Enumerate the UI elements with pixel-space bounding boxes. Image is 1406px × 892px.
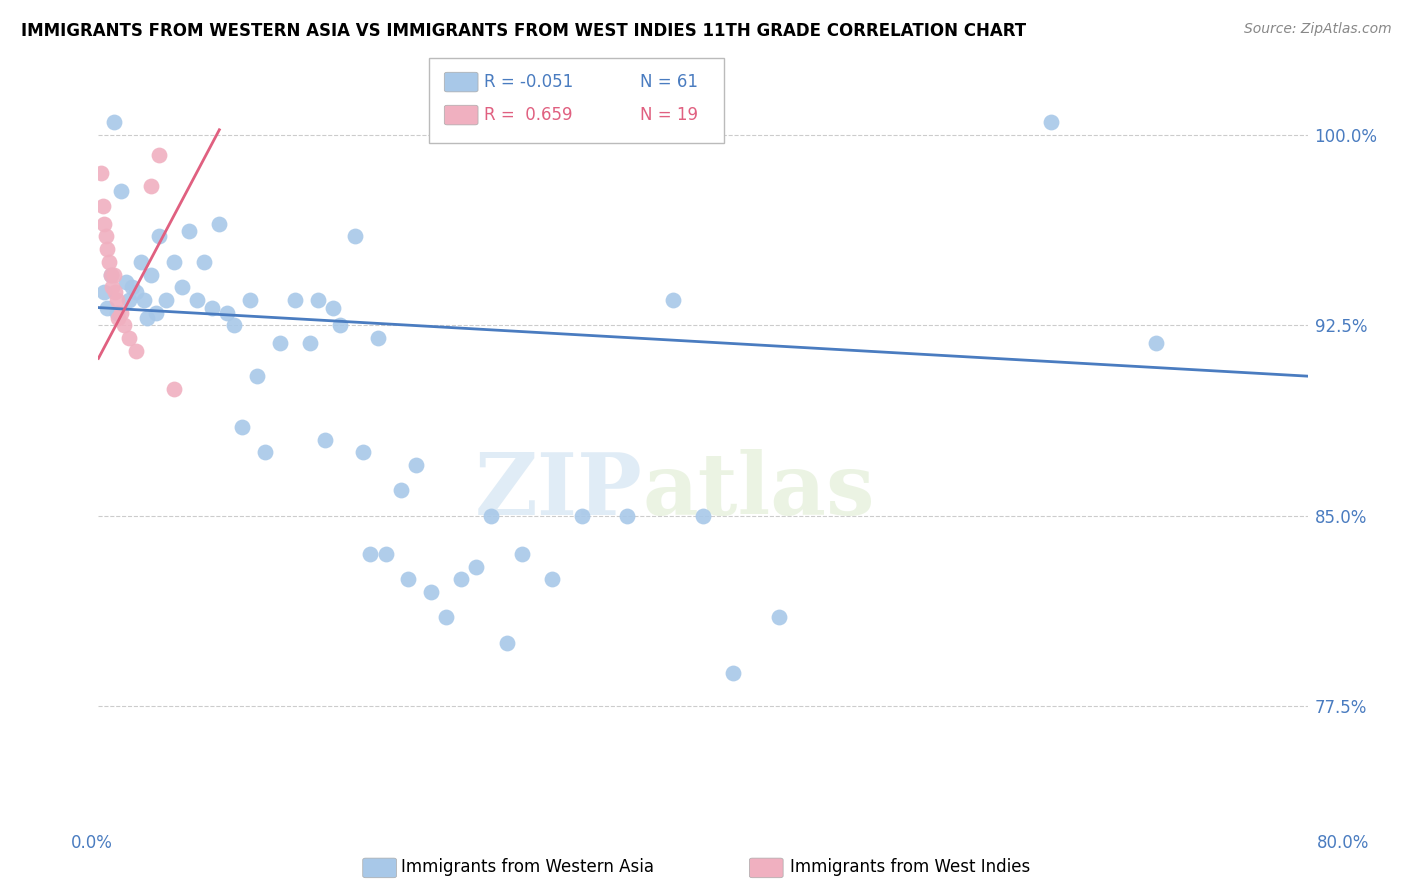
Point bbox=[110, 306, 132, 320]
Point bbox=[768, 610, 790, 624]
Point bbox=[105, 293, 128, 307]
Text: Source: ZipAtlas.com: Source: ZipAtlas.com bbox=[1244, 22, 1392, 37]
Point bbox=[148, 229, 170, 244]
Point bbox=[239, 293, 262, 307]
Point bbox=[112, 318, 135, 333]
Point bbox=[104, 285, 127, 300]
Point bbox=[1146, 336, 1168, 351]
Point bbox=[193, 255, 215, 269]
Point bbox=[91, 199, 114, 213]
Point bbox=[284, 293, 307, 307]
Point bbox=[374, 547, 396, 561]
Point bbox=[96, 301, 118, 315]
Point bbox=[186, 293, 208, 307]
Text: Immigrants from West Indies: Immigrants from West Indies bbox=[790, 858, 1031, 876]
Point bbox=[322, 301, 344, 315]
Point bbox=[93, 217, 115, 231]
Point bbox=[125, 285, 148, 300]
Point bbox=[224, 318, 246, 333]
Point bbox=[155, 293, 177, 307]
Text: N = 19: N = 19 bbox=[640, 106, 697, 124]
Point bbox=[495, 636, 517, 650]
Point bbox=[94, 229, 117, 244]
Point bbox=[307, 293, 329, 307]
Point bbox=[141, 268, 163, 282]
Point bbox=[450, 572, 472, 586]
Text: N = 61: N = 61 bbox=[640, 73, 697, 91]
Point bbox=[129, 255, 152, 269]
Point bbox=[96, 242, 118, 256]
Point bbox=[692, 508, 714, 523]
Point bbox=[100, 268, 122, 282]
Point bbox=[118, 331, 141, 345]
Point bbox=[420, 585, 443, 599]
Point bbox=[329, 318, 352, 333]
Point bbox=[231, 420, 253, 434]
Text: ZIP: ZIP bbox=[475, 449, 643, 533]
Text: R =  0.659: R = 0.659 bbox=[484, 106, 572, 124]
Point bbox=[148, 148, 170, 162]
Point bbox=[110, 184, 132, 198]
Point bbox=[105, 306, 128, 320]
Point bbox=[571, 508, 593, 523]
Point bbox=[107, 310, 129, 325]
Point bbox=[661, 293, 683, 307]
Point bbox=[396, 572, 419, 586]
Point bbox=[163, 255, 186, 269]
Point bbox=[405, 458, 427, 472]
Point bbox=[141, 178, 163, 193]
Point bbox=[1039, 115, 1062, 129]
Point bbox=[135, 310, 157, 325]
Text: Immigrants from Western Asia: Immigrants from Western Asia bbox=[401, 858, 654, 876]
Point bbox=[352, 445, 374, 459]
Point bbox=[114, 275, 136, 289]
Point bbox=[103, 268, 125, 282]
Point bbox=[314, 433, 336, 447]
Point bbox=[100, 268, 122, 282]
Point bbox=[389, 483, 412, 498]
Point bbox=[360, 547, 382, 561]
Point bbox=[215, 306, 238, 320]
Point bbox=[125, 343, 148, 358]
Point bbox=[118, 293, 141, 307]
Point bbox=[269, 336, 291, 351]
Point bbox=[132, 293, 155, 307]
Point bbox=[93, 285, 115, 300]
Point bbox=[103, 115, 125, 129]
Point bbox=[179, 224, 201, 238]
Point bbox=[163, 382, 186, 396]
Point bbox=[299, 336, 322, 351]
Point bbox=[540, 572, 562, 586]
Text: R = -0.051: R = -0.051 bbox=[484, 73, 572, 91]
Point bbox=[367, 331, 389, 345]
Text: atlas: atlas bbox=[643, 449, 875, 533]
Point bbox=[723, 666, 745, 681]
Point bbox=[208, 217, 231, 231]
Point bbox=[145, 306, 167, 320]
Point bbox=[121, 280, 143, 294]
Point bbox=[101, 280, 124, 294]
Point bbox=[344, 229, 367, 244]
Text: 0.0%: 0.0% bbox=[70, 834, 112, 852]
Text: 80.0%: 80.0% bbox=[1316, 834, 1369, 852]
Point bbox=[90, 166, 112, 180]
Text: IMMIGRANTS FROM WESTERN ASIA VS IMMIGRANTS FROM WEST INDIES 11TH GRADE CORRELATI: IMMIGRANTS FROM WESTERN ASIA VS IMMIGRAN… bbox=[21, 22, 1026, 40]
Point bbox=[616, 508, 638, 523]
Point bbox=[465, 559, 488, 574]
Point bbox=[481, 508, 503, 523]
Point bbox=[434, 610, 457, 624]
Point bbox=[510, 547, 533, 561]
Point bbox=[253, 445, 276, 459]
Point bbox=[170, 280, 193, 294]
Point bbox=[98, 255, 121, 269]
Point bbox=[246, 369, 269, 384]
Point bbox=[201, 301, 224, 315]
